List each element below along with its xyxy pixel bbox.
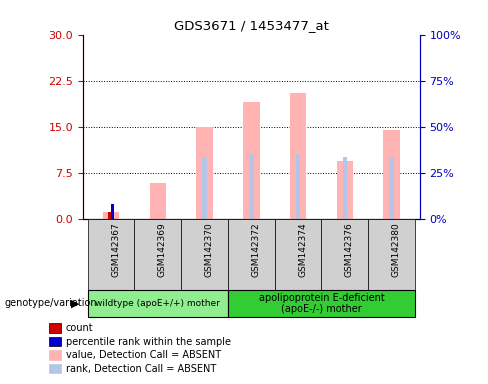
Text: GSM142380: GSM142380 bbox=[392, 222, 401, 277]
Bar bbox=[103, 212, 119, 219]
Text: GSM142374: GSM142374 bbox=[298, 222, 307, 277]
Bar bbox=[108, 212, 111, 219]
Text: wildtype (apoE+/+) mother: wildtype (apoE+/+) mother bbox=[95, 299, 220, 308]
Bar bbox=[88, 290, 228, 317]
Bar bbox=[290, 93, 306, 219]
Bar bbox=[389, 157, 394, 219]
Bar bbox=[296, 154, 301, 219]
Bar bbox=[384, 130, 400, 219]
Title: GDS3671 / 1453477_at: GDS3671 / 1453477_at bbox=[174, 19, 329, 32]
Bar bbox=[196, 127, 213, 219]
Text: GSM142369: GSM142369 bbox=[158, 222, 167, 277]
Bar bbox=[88, 219, 134, 290]
Text: apolipoprotein E-deficient
(apoE-/-) mother: apolipoprotein E-deficient (apoE-/-) mot… bbox=[259, 293, 385, 314]
Bar bbox=[249, 154, 254, 219]
Bar bbox=[322, 219, 368, 290]
Bar bbox=[228, 290, 415, 317]
Bar bbox=[111, 204, 114, 219]
Bar bbox=[202, 157, 207, 219]
Text: rank, Detection Call = ABSENT: rank, Detection Call = ABSENT bbox=[66, 364, 216, 374]
Bar bbox=[337, 161, 353, 219]
Bar bbox=[150, 183, 166, 219]
Bar bbox=[343, 157, 347, 219]
Bar bbox=[181, 219, 228, 290]
Text: GSM142376: GSM142376 bbox=[345, 222, 354, 277]
Text: count: count bbox=[66, 323, 94, 333]
Bar bbox=[243, 102, 260, 219]
Text: GSM142367: GSM142367 bbox=[111, 222, 120, 277]
Bar bbox=[134, 219, 181, 290]
Text: GSM142372: GSM142372 bbox=[251, 222, 260, 277]
Text: percentile rank within the sample: percentile rank within the sample bbox=[66, 337, 231, 347]
Bar bbox=[275, 219, 322, 290]
Bar bbox=[368, 219, 415, 290]
Text: genotype/variation: genotype/variation bbox=[5, 298, 98, 308]
Text: ▶: ▶ bbox=[71, 298, 80, 308]
Text: GSM142370: GSM142370 bbox=[204, 222, 214, 277]
Text: value, Detection Call = ABSENT: value, Detection Call = ABSENT bbox=[66, 350, 221, 360]
Bar bbox=[228, 219, 275, 290]
